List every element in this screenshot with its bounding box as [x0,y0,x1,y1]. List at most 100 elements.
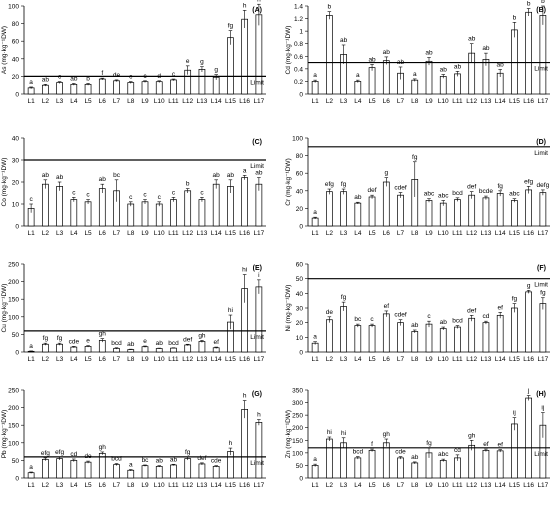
bar-L12 [468,194,476,227]
significance-letter: bc [354,316,362,323]
x-tick-label: L8 [411,230,419,237]
y-tick-label: 40 [12,56,20,63]
x-tick-label: L17 [537,356,548,363]
bar-L5 [84,461,92,479]
significance-letter: abc [438,192,449,199]
significance-letter: ab [213,172,221,179]
x-tick-label: L17 [253,230,264,237]
significance-letter: a [313,334,317,341]
x-tick-label: L1 [312,230,320,237]
x-tick-label: L7 [113,230,121,237]
chart-panel: 0 50 100 150 200 250 300 350 Zn (mg·kg⁻¹DW) (H) a L… [285,388,550,489]
x-tick-label: L6 [99,482,107,489]
significance-letter: ab [354,194,362,201]
x-tick-label: L2 [326,482,334,489]
x-tick-label: L5 [368,98,376,105]
significance-letter: ab [411,322,419,329]
y-axis-label: Pb (mg·kg⁻¹DW) [1,410,8,459]
bar-L3 [56,343,63,353]
x-tick-label: L11 [168,482,179,489]
y-tick-label: 100 [8,440,19,447]
x-tick-label: L14 [495,230,506,237]
x-tick-label: L2 [326,230,334,237]
x-tick-label: L6 [383,356,391,363]
significance-letter: ab [42,172,50,179]
x-tick-label: L9 [425,482,433,489]
significance-letter: b [328,4,332,11]
y-tick-label: 40 [296,188,304,195]
significance-letter: g [527,282,531,289]
x-tick-label: L2 [42,98,50,105]
significance-letter: fg [228,23,234,30]
y-tick-label: 100 [8,314,19,321]
x-tick-label: L11 [452,98,463,105]
x-tick-label: L17 [253,98,264,105]
x-tick-label: L3 [340,98,348,105]
y-tick-label: 80 [296,153,304,160]
significance-letter: a [29,343,33,350]
bar-L5 [368,325,376,353]
bar-L8 [411,462,419,479]
significance-letter: ab [42,76,50,83]
bar-L7 [113,80,120,95]
x-tick-label: L6 [383,98,391,105]
y-tick-label: 100 [8,4,19,11]
bar-L6 [98,78,106,95]
significance-letter: e [186,58,190,65]
y-tick-label: 20 [12,180,20,187]
y-tick-label: 50 [12,458,20,465]
y-tick-label: 20 [12,74,20,81]
significance-letter: fg [341,181,347,188]
x-tick-label: L4 [354,482,362,489]
y-tick-label: 1.2 [294,16,303,23]
x-tick-label: L9 [141,230,149,237]
significance-letter: c [158,194,162,201]
significance-letter: gh [99,331,107,338]
significance-letter: fg [43,335,49,342]
x-tick-label: L14 [495,356,506,363]
bar-L17 [539,15,547,95]
x-tick-label: L13 [481,356,492,363]
bar-L14 [212,183,220,227]
x-tick-label: L16 [239,230,250,237]
x-tick-label: L16 [239,482,250,489]
significance-letter: bc [113,172,121,179]
bar-L15 [227,37,234,95]
bar-L13 [198,199,206,227]
significance-letter: cdef [394,185,406,192]
limit-label: Limit [250,79,264,86]
x-tick-label: L10 [154,356,165,363]
y-tick-label: 0 [15,350,19,357]
bar-L2 [326,319,333,353]
significance-letter: hi [242,267,247,274]
significance-letter: c [29,196,33,203]
bar-L9 [141,201,149,227]
x-tick-label: L3 [56,98,64,105]
bar-L9 [425,323,433,353]
limit-label: Limit [250,334,264,341]
x-tick-label: L2 [326,98,334,105]
y-tick-label: 60 [296,262,304,269]
bar-L15 [511,29,518,95]
significance-letter: fg [341,294,347,301]
bar-L4 [354,202,362,227]
bar-L16 [525,291,532,353]
bar-L11 [454,199,461,227]
bar-L16 [241,18,248,95]
bar-L5 [84,83,92,95]
bar-L2 [326,15,333,95]
x-tick-label: L10 [438,230,449,237]
significance-letter: ab [255,170,263,177]
x-tick-label: L3 [340,356,348,363]
significance-letter: efg [524,178,533,185]
x-tick-label: L11 [452,482,463,489]
significance-letter: b [86,75,90,82]
x-tick-label: L12 [466,98,477,105]
significance-letter: fg [57,335,63,342]
y-tick-label: 250 [8,262,19,269]
y-tick-label: 10 [12,202,20,209]
y-tick-label: 200 [292,425,303,432]
bar-L11 [170,199,177,227]
significance-letter: bcde [479,188,493,195]
significance-letter: def [197,455,206,462]
